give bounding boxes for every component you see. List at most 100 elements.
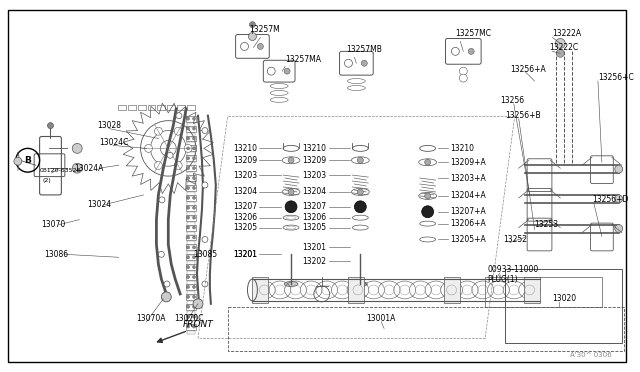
Ellipse shape <box>353 282 367 286</box>
Circle shape <box>250 22 255 28</box>
Circle shape <box>248 33 257 41</box>
Circle shape <box>187 117 189 120</box>
Circle shape <box>187 206 189 209</box>
Circle shape <box>167 153 173 158</box>
Bar <box>187 281 195 285</box>
Circle shape <box>460 74 467 82</box>
Circle shape <box>187 186 189 189</box>
Text: (2): (2) <box>43 177 51 183</box>
Text: 13024: 13024 <box>87 200 111 209</box>
Bar <box>186 185 196 191</box>
Circle shape <box>187 167 189 170</box>
Circle shape <box>193 246 195 249</box>
Bar <box>186 155 196 161</box>
Bar <box>187 105 195 110</box>
Circle shape <box>187 315 189 318</box>
Circle shape <box>158 251 164 257</box>
Circle shape <box>193 299 203 309</box>
Circle shape <box>425 159 431 165</box>
Circle shape <box>193 157 195 160</box>
Circle shape <box>193 216 195 219</box>
Text: 13210: 13210 <box>451 144 474 153</box>
Bar <box>187 222 195 225</box>
Bar <box>524 277 540 303</box>
Circle shape <box>193 186 195 189</box>
Circle shape <box>357 189 364 195</box>
Circle shape <box>193 266 195 269</box>
Circle shape <box>193 315 195 318</box>
Text: 13207: 13207 <box>303 202 326 211</box>
Bar <box>186 274 196 280</box>
Bar <box>187 212 195 216</box>
Text: 13256+D: 13256+D <box>592 195 628 204</box>
Bar <box>147 105 156 110</box>
Bar <box>187 301 195 305</box>
Bar <box>118 105 125 110</box>
Text: 13256+C: 13256+C <box>598 73 634 81</box>
Circle shape <box>202 281 208 287</box>
Circle shape <box>154 127 163 135</box>
Circle shape <box>47 123 54 129</box>
Text: 13222A: 13222A <box>552 29 582 38</box>
Bar <box>138 105 145 110</box>
Circle shape <box>187 177 189 180</box>
Circle shape <box>202 128 208 134</box>
Circle shape <box>288 157 294 163</box>
Bar <box>187 331 195 334</box>
Circle shape <box>556 38 565 48</box>
Text: 13206: 13206 <box>233 213 257 222</box>
Bar <box>187 153 195 156</box>
Text: FRONT: FRONT <box>183 320 214 328</box>
Text: 13256: 13256 <box>500 96 524 105</box>
Text: 13209: 13209 <box>303 156 326 165</box>
Text: 13203+A: 13203+A <box>451 174 486 183</box>
Bar <box>187 142 195 147</box>
Bar <box>177 105 185 110</box>
Circle shape <box>193 226 195 229</box>
Bar <box>187 202 195 206</box>
Circle shape <box>193 177 195 180</box>
Circle shape <box>556 49 564 57</box>
Circle shape <box>193 206 195 209</box>
Text: 13203: 13203 <box>233 171 257 180</box>
Circle shape <box>193 285 195 288</box>
Circle shape <box>355 201 366 213</box>
Text: 13203: 13203 <box>303 171 326 180</box>
Bar <box>186 314 196 320</box>
Circle shape <box>187 147 189 150</box>
Bar <box>186 135 196 141</box>
Bar <box>186 145 196 151</box>
Bar <box>187 311 195 315</box>
Bar <box>187 231 195 235</box>
Text: 13020: 13020 <box>552 294 577 303</box>
Circle shape <box>422 206 433 218</box>
Text: 13070A: 13070A <box>136 314 166 323</box>
Circle shape <box>193 325 195 328</box>
Text: 13257MB: 13257MB <box>346 45 382 54</box>
Text: B: B <box>24 156 31 165</box>
Text: 13210: 13210 <box>234 144 257 153</box>
Text: PLUG(1): PLUG(1) <box>487 275 518 283</box>
Circle shape <box>187 256 189 259</box>
Bar <box>186 205 196 211</box>
Circle shape <box>187 127 189 130</box>
Text: 13253: 13253 <box>534 220 559 229</box>
Bar <box>187 162 195 166</box>
Circle shape <box>187 236 189 239</box>
Text: 13024A: 13024A <box>74 164 104 173</box>
Bar <box>186 254 196 260</box>
Circle shape <box>193 276 195 279</box>
Circle shape <box>187 196 189 199</box>
Circle shape <box>187 325 189 328</box>
Bar <box>187 172 195 176</box>
Text: 13252: 13252 <box>503 235 527 244</box>
Circle shape <box>202 237 208 243</box>
Bar <box>228 307 623 351</box>
Text: 13206: 13206 <box>303 213 326 222</box>
Bar <box>187 241 195 246</box>
Text: 13070: 13070 <box>42 220 66 229</box>
Circle shape <box>615 165 623 173</box>
Text: 13257M: 13257M <box>250 25 280 34</box>
Text: 13222C: 13222C <box>549 43 579 52</box>
Text: 13204: 13204 <box>233 187 257 196</box>
